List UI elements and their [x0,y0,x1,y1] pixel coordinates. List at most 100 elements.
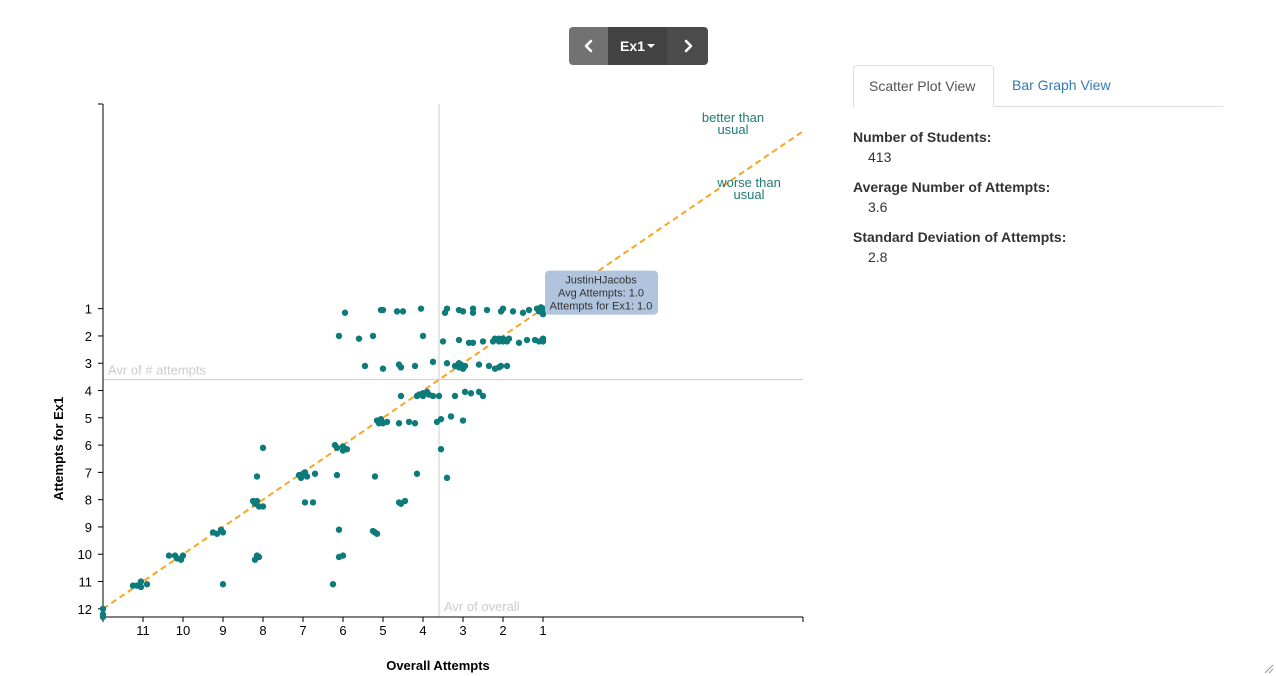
data-point [137,583,145,591]
data-point [455,336,463,344]
data-point [297,474,305,482]
view-tabs: Scatter Plot View Bar Graph View [853,65,1223,107]
data-point [489,338,497,345]
stat-standard-deviation: Standard Deviation of Attempts: 2.8 [853,228,1233,278]
data-point [531,336,539,344]
stat-average-attempts: Average Number of Attempts: 3.6 [853,178,1233,228]
data-point [253,473,261,480]
caret-down-icon [646,44,655,48]
data-point [99,613,107,621]
stat-label: Average Number of Attempts: [853,179,1051,195]
data-point [443,360,451,367]
stat-value: 413 [868,149,892,165]
data-point [361,362,369,370]
exercise-label: Ex1 [620,38,645,54]
data-point [447,413,455,420]
better-than-usual-label-line1: better than [702,110,764,125]
data-point [519,309,527,316]
data-point [373,530,381,537]
stat-label: Number of Students: [853,129,992,145]
data-point [437,445,445,453]
tab-scatter-plot-view[interactable]: Scatter Plot View [853,65,994,107]
data-point [217,526,225,533]
data-point [397,392,405,400]
data-point [441,309,449,316]
y-tick-label: 1 [85,302,92,317]
tooltip-box [545,270,658,315]
data-point [397,500,405,507]
x-tick-label: 10 [176,623,190,638]
x-tick-label: 6 [339,623,346,638]
chevron-right-icon [684,39,692,53]
data-point [219,581,227,588]
chevron-left-icon [584,39,592,53]
data-point [173,555,181,562]
data-point [443,474,451,482]
statistics-panel: Number of Students: 413 Average Number o… [853,128,1233,278]
previous-exercise-button[interactable] [569,27,608,65]
x-tick-label: 3 [459,623,466,638]
x-tick-label: 2 [499,623,506,638]
data-point [355,335,363,342]
data-point [99,605,107,613]
data-point [335,332,343,340]
data-point [451,392,459,400]
data-point [377,306,385,314]
stat-value: 3.6 [868,199,888,215]
data-point [137,578,145,585]
data-point [419,332,427,340]
avg-attempts-label: Avr of # attempts [108,363,207,378]
next-exercise-button[interactable] [667,27,708,65]
x-axis-title: Overall Attempts [386,658,490,673]
data-point [333,444,341,452]
data-point [497,308,505,315]
data-point [459,365,467,372]
data-point [259,444,267,452]
data-point [467,390,475,397]
exercise-dropdown-button[interactable]: Ex1 [608,27,667,65]
tab-bar-graph-view[interactable]: Bar Graph View [1012,77,1111,93]
x-tick-label: 7 [299,623,306,638]
worse-than-usual-label-line1: worse than [716,175,781,190]
data-point [419,392,427,400]
data-point [309,499,317,506]
data-point [459,417,467,424]
data-point [393,308,401,315]
y-tick-label: 10 [78,547,92,562]
y-tick-label: 3 [85,356,92,371]
data-point [479,392,487,400]
data-point [469,309,477,316]
data-point [413,470,421,477]
data-point [209,529,217,536]
data-point [461,388,469,396]
y-tick-label: 4 [85,384,92,399]
y-tick-label: 8 [85,493,92,508]
data-point [485,362,493,370]
data-point [533,305,541,312]
data-point [395,420,403,427]
data-point [335,553,343,561]
data-point [335,526,343,533]
better-than-usual-label-line2: usual [717,122,748,137]
data-point [417,305,425,312]
avg-overall-label: Avr of overall [444,599,520,614]
data-point [129,582,137,589]
data-point [479,338,487,345]
data-point [373,417,381,424]
data-point [249,497,257,505]
x-tick-label: 5 [379,623,386,638]
data-point [379,420,387,427]
data-point [423,388,431,396]
resize-grip-icon[interactable] [1264,664,1274,674]
data-point [475,388,483,396]
data-point [523,336,531,344]
y-tick-label: 6 [85,438,92,453]
data-point [329,581,337,588]
stat-value: 2.8 [868,249,888,265]
data-point [251,556,259,563]
stat-label: Standard Deviation of Attempts: [853,229,1067,245]
y-tick-label: 11 [79,575,93,590]
data-point [491,365,499,372]
data-point [405,418,413,426]
